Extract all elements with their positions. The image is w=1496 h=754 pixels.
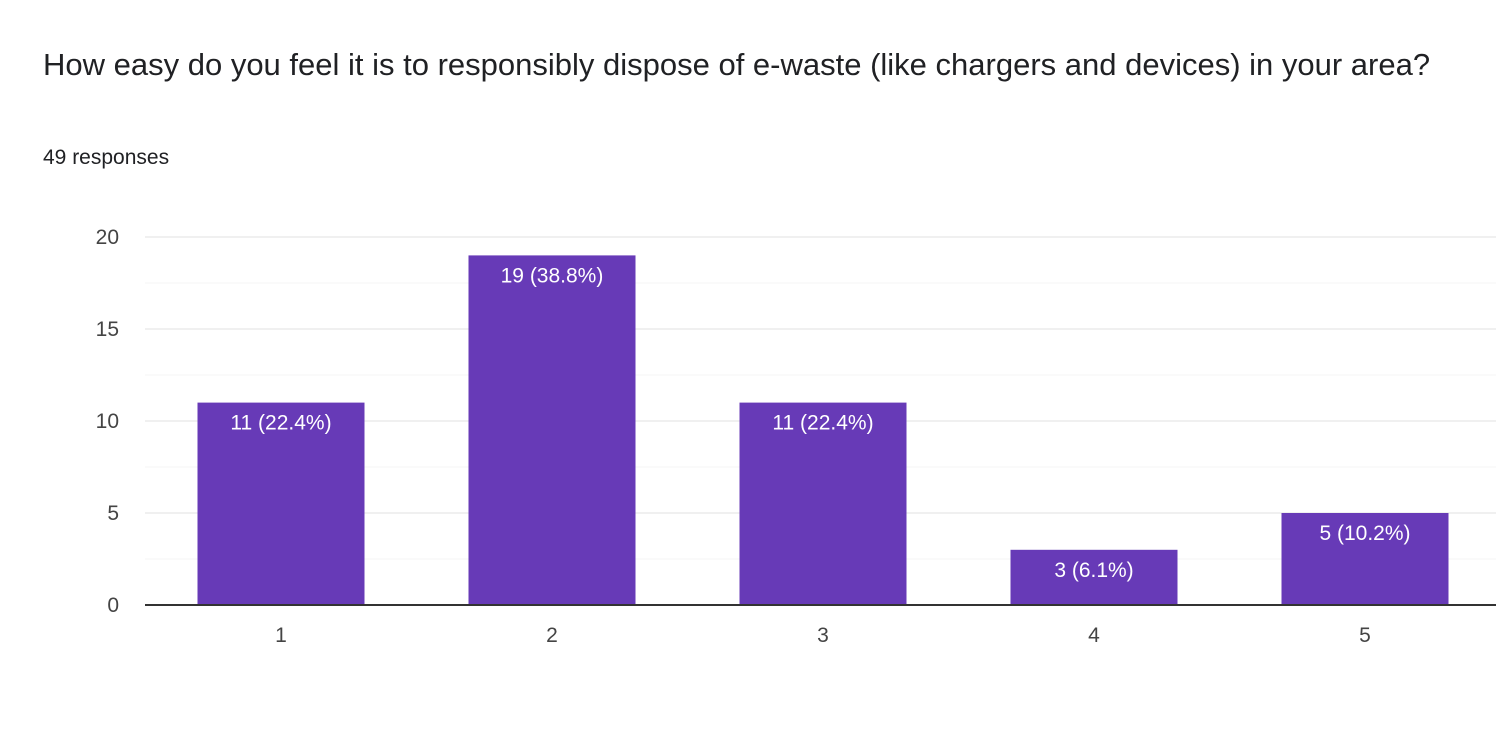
x-tick-label: 1 [275,624,287,647]
bar-labels: 11 (22.4%) 19 (38.8%) 11 (22.4%) 3 (6.1%) 5 … [230,264,1410,581]
data-label: 19 (38.8%) [501,264,604,287]
x-tick-label: 2 [546,624,558,647]
y-tick-label: 15 [96,318,119,341]
bar-1 [197,402,365,605]
bars [197,255,1449,605]
x-tick-label: 4 [1088,624,1100,647]
data-label: 11 (22.4%) [772,412,873,435]
y-tick-label: 5 [107,502,119,525]
data-label: 3 (6.1%) [1054,559,1133,582]
bar-4 [1010,549,1178,605]
data-label: 11 (22.4%) [230,412,331,435]
x-tick-label: 3 [817,624,829,647]
y-tick-label: 0 [107,594,119,617]
response-count: 49 responses [43,146,170,169]
x-tick-label: 5 [1359,624,1371,647]
bar-3 [739,402,907,605]
y-tick-label: 10 [96,410,119,433]
axes: 0 5 10 15 20 1 2 3 4 5 [96,226,1496,647]
bar-5 [1281,513,1449,605]
y-tick-label: 20 [96,226,119,249]
question-title: How easy do you feel it is to responsibl… [43,47,1431,82]
data-label: 5 (10.2%) [1319,522,1410,545]
bar-2 [468,255,636,605]
